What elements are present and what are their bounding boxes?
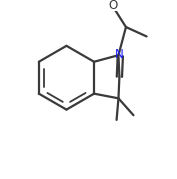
Text: N: N [115,48,124,61]
Text: O: O [108,0,118,12]
